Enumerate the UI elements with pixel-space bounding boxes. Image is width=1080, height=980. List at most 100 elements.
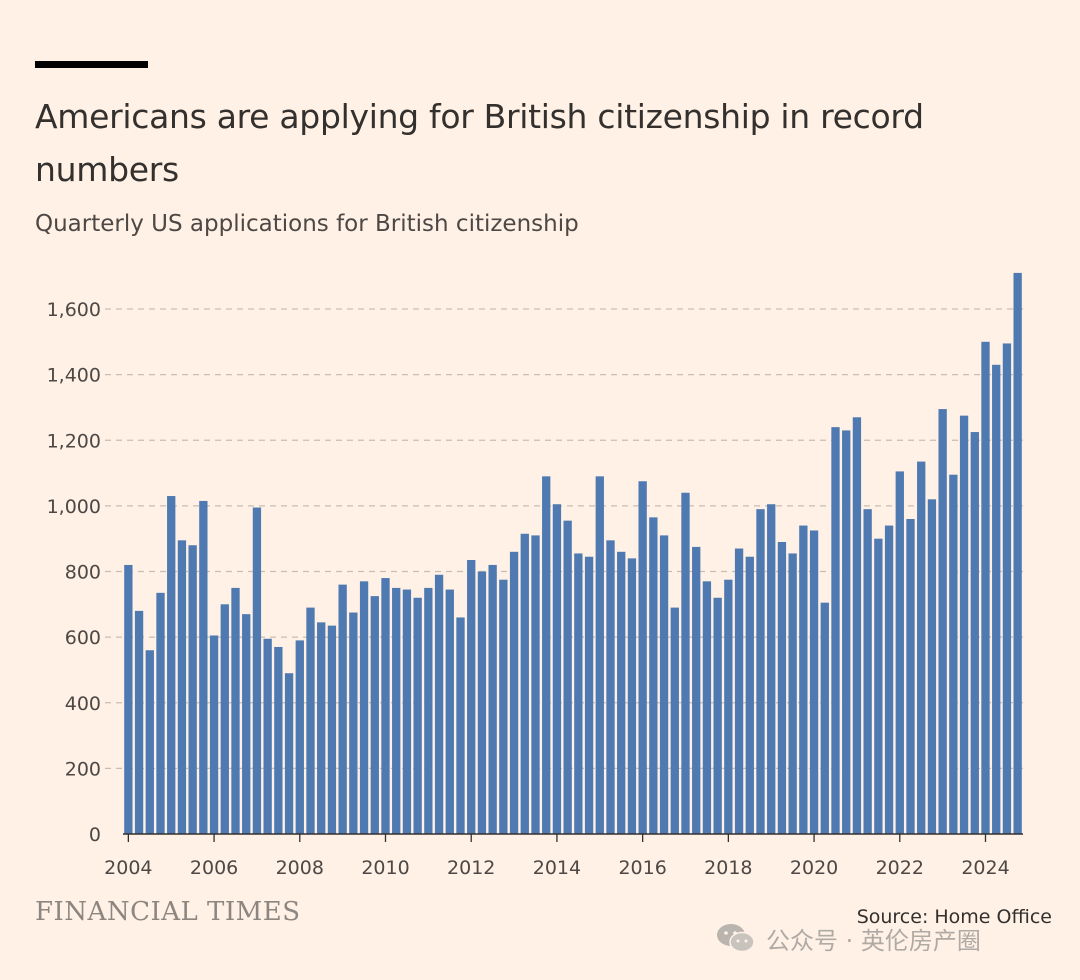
bar bbox=[370, 596, 379, 834]
bar bbox=[456, 617, 465, 834]
bar bbox=[552, 504, 562, 834]
bar bbox=[970, 432, 979, 834]
bars bbox=[124, 272, 1022, 835]
x-axis-labels: 2004 2006 2008 2010 2012 2014 2016 2018 2020 2022… bbox=[104, 857, 1010, 879]
x-tick-label: 2016 bbox=[618, 857, 666, 879]
x-tick-label: 2006 bbox=[190, 857, 238, 879]
y-tick-label: 1,000 bbox=[47, 496, 101, 518]
bar bbox=[263, 638, 272, 834]
bar bbox=[756, 509, 765, 834]
bar bbox=[777, 541, 787, 834]
bar bbox=[467, 560, 476, 834]
bar bbox=[574, 553, 583, 834]
y-tick-label: 1,200 bbox=[47, 430, 101, 452]
bar bbox=[381, 578, 390, 834]
bar bbox=[124, 564, 133, 834]
bar bbox=[734, 548, 744, 834]
bar bbox=[831, 427, 840, 835]
bar bbox=[788, 553, 797, 834]
bar bbox=[145, 650, 154, 834]
watermark-text: 公众号 · 英伦房产圈 bbox=[766, 926, 981, 955]
bar bbox=[809, 530, 819, 834]
x-tick-label: 2004 bbox=[104, 857, 152, 879]
bar bbox=[542, 476, 551, 834]
bar bbox=[167, 496, 176, 834]
bar bbox=[927, 499, 937, 834]
bar bbox=[617, 551, 626, 834]
bar bbox=[359, 581, 369, 834]
wechat-watermark: 公众号 · 英伦房产圈 bbox=[716, 918, 981, 958]
bar bbox=[445, 589, 454, 834]
bar bbox=[477, 571, 487, 834]
bar bbox=[584, 556, 594, 834]
bar bbox=[681, 492, 690, 834]
bar bbox=[156, 592, 165, 834]
bar bbox=[692, 546, 701, 834]
x-tick-label: 2024 bbox=[961, 857, 1009, 879]
bar bbox=[959, 415, 969, 834]
bar bbox=[1002, 343, 1012, 834]
bar bbox=[413, 597, 422, 834]
bar bbox=[745, 556, 754, 834]
bar bbox=[199, 500, 208, 834]
x-tick-label: 2014 bbox=[533, 857, 581, 879]
bar bbox=[563, 520, 572, 834]
bar bbox=[906, 519, 915, 834]
bar bbox=[499, 579, 508, 834]
bar bbox=[884, 525, 894, 834]
bar bbox=[670, 607, 679, 834]
chart-subtitle: Quarterly US applications for British ci… bbox=[35, 211, 579, 237]
x-tick-label: 2020 bbox=[790, 857, 838, 879]
bar bbox=[188, 545, 197, 834]
bar bbox=[424, 587, 433, 834]
bar bbox=[638, 481, 647, 834]
bar bbox=[767, 504, 776, 834]
bar bbox=[306, 607, 315, 834]
y-tick-label: 0 bbox=[89, 824, 101, 846]
bar bbox=[252, 507, 262, 834]
bar bbox=[488, 564, 497, 834]
source-note: Source: Home Office bbox=[856, 906, 1052, 928]
bar bbox=[649, 517, 658, 834]
bar bbox=[434, 574, 444, 834]
bar bbox=[799, 525, 808, 834]
bar bbox=[520, 533, 529, 834]
x-tick-label: 2008 bbox=[276, 857, 324, 879]
bar bbox=[606, 540, 615, 834]
x-tick-label: 2018 bbox=[704, 857, 752, 879]
bar bbox=[284, 673, 294, 834]
bar bbox=[595, 476, 604, 834]
bar bbox=[724, 579, 733, 834]
y-tick-label: 400 bbox=[65, 693, 101, 715]
bar bbox=[863, 509, 872, 834]
bar bbox=[981, 341, 990, 834]
bar bbox=[317, 622, 326, 834]
x-axis bbox=[123, 833, 1023, 842]
bar bbox=[627, 558, 637, 835]
bar bbox=[338, 584, 347, 835]
x-tick-label: 2012 bbox=[447, 857, 495, 879]
x-tick-label: 2022 bbox=[876, 857, 924, 879]
bar bbox=[295, 640, 304, 834]
bar bbox=[177, 540, 187, 834]
ft-brand-logo: FINANCIAL TIMES bbox=[35, 897, 301, 927]
bar bbox=[349, 612, 358, 834]
bar bbox=[274, 646, 283, 834]
bar bbox=[1013, 272, 1022, 834]
bar bbox=[842, 430, 851, 834]
y-tick-label: 200 bbox=[65, 758, 101, 780]
bar bbox=[938, 409, 947, 834]
bar bbox=[242, 614, 251, 834]
bar bbox=[702, 581, 712, 834]
chart-title: Americans are applying for British citiz… bbox=[35, 97, 924, 189]
title-accent-rule bbox=[35, 61, 148, 68]
y-axis-labels: 0 200 400 600 800 1,000 1,200 1,400 1,600 bbox=[47, 299, 101, 846]
bar bbox=[992, 364, 1001, 834]
y-tick-label: 800 bbox=[65, 562, 101, 584]
y-tick-label: 1,600 bbox=[47, 299, 101, 321]
bar bbox=[895, 471, 904, 834]
x-tick-label: 2010 bbox=[361, 857, 409, 879]
bar bbox=[713, 597, 722, 834]
bar bbox=[949, 474, 958, 834]
